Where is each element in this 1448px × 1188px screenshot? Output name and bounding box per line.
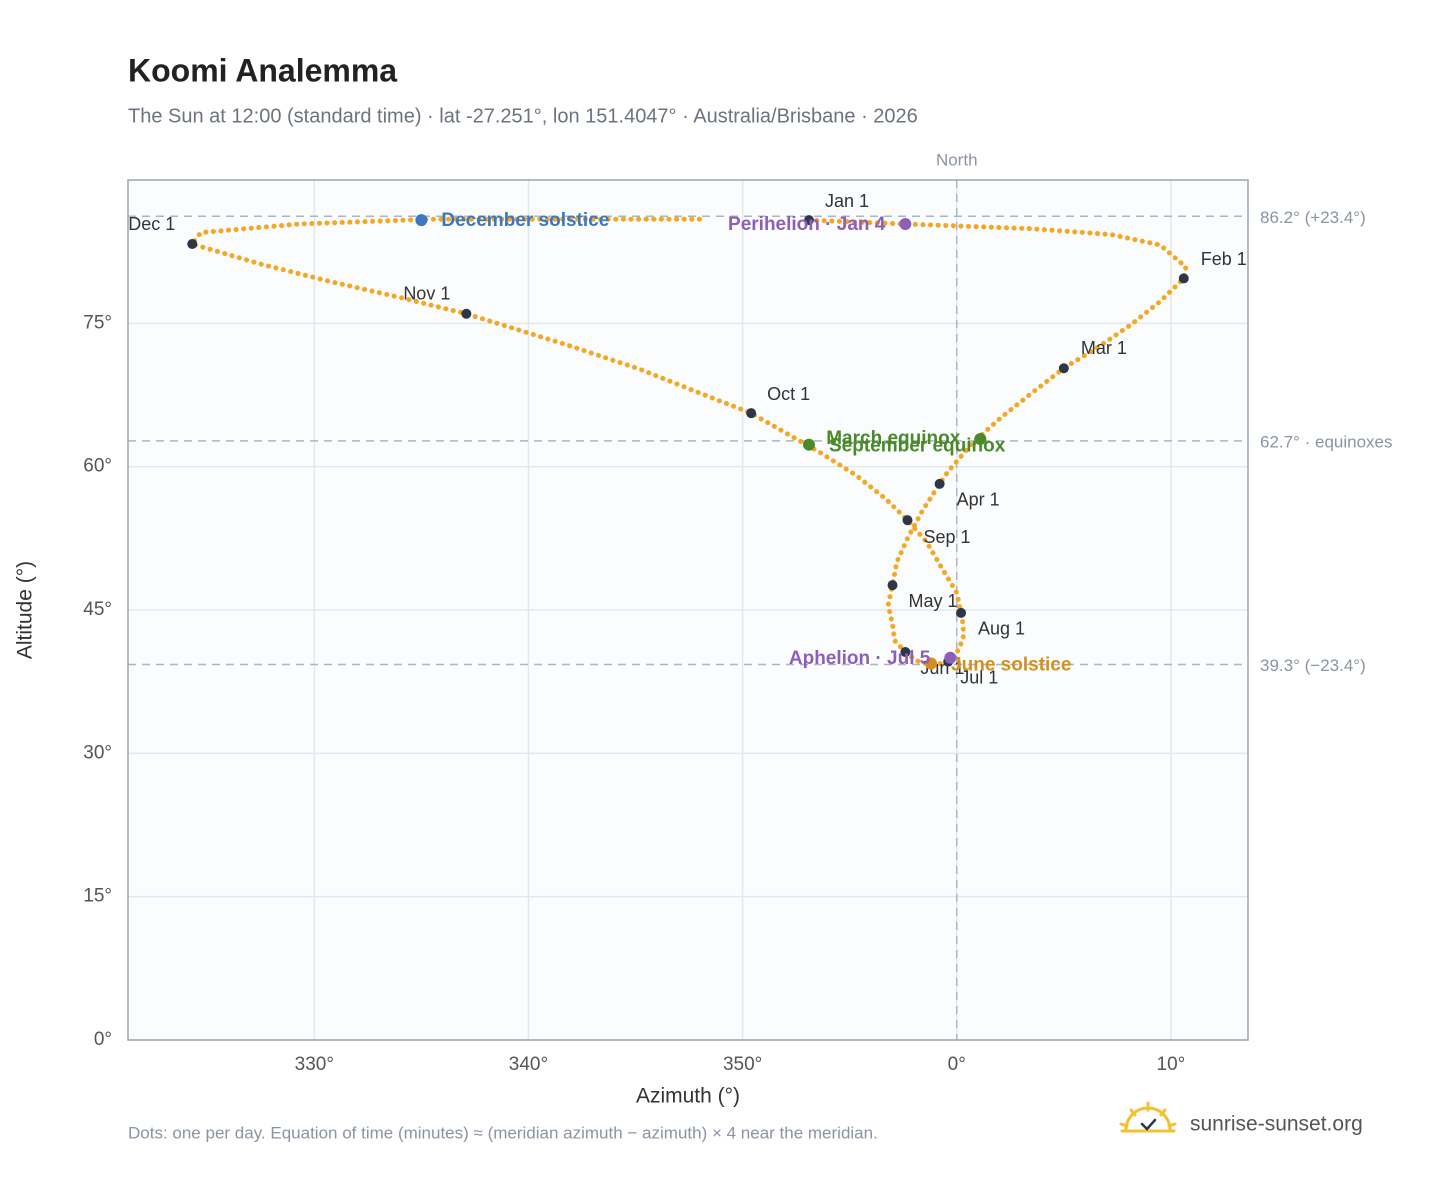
- reference-label: 62.7° · equinoxes: [1260, 432, 1393, 451]
- y-tick-label: 75°: [83, 312, 112, 333]
- y-tick-label: 0°: [94, 1029, 112, 1050]
- y-tick-label: 45°: [83, 599, 112, 620]
- month-marker: [1058, 363, 1069, 374]
- month-marker: [934, 478, 945, 489]
- reference-label: 86.2° (+23.4°): [1260, 208, 1366, 227]
- event-label: Aphelion · Jul 5: [789, 648, 931, 669]
- event-marker: [415, 214, 428, 227]
- north-label: North: [936, 150, 978, 169]
- month-marker: [956, 607, 967, 618]
- month-label: Jan 1: [825, 191, 869, 211]
- month-label: Oct 1: [767, 384, 810, 404]
- x-tick-label: 330°: [295, 1054, 334, 1075]
- y-axis-label: Altitude (°): [14, 561, 37, 659]
- month-label: Feb 1: [1201, 249, 1247, 269]
- month-label: May 1: [909, 591, 958, 611]
- event-marker: [944, 651, 957, 664]
- event-label: June solstice: [951, 655, 1071, 676]
- month-label: Sep 1: [924, 527, 971, 547]
- month-marker: [1178, 273, 1189, 284]
- analemma-path: [188, 216, 1189, 668]
- month-marker: [900, 647, 911, 658]
- month-label: Apr 1: [957, 490, 1000, 510]
- y-tick-label: 15°: [83, 886, 112, 907]
- event-marker: [925, 657, 938, 670]
- x-axis-label: Azimuth (°): [636, 1085, 740, 1108]
- reference-label: 39.3° (−23.4°): [1260, 656, 1366, 675]
- month-label: Jul 1: [960, 667, 998, 687]
- plot-border: [127, 179, 1249, 1041]
- y-tick-label: 30°: [83, 742, 112, 763]
- event-label: December solstice: [441, 210, 609, 231]
- month-marker: [461, 308, 472, 319]
- event-label: Perihelion · Jan 4: [728, 214, 886, 235]
- month-label: Nov 1: [403, 284, 450, 304]
- month-marker: [803, 215, 814, 226]
- event-marker: [974, 432, 987, 445]
- month-label: Mar 1: [1081, 338, 1127, 358]
- event-marker: [802, 438, 815, 451]
- chart-subtitle: The Sun at 12:00 (standard time) · lat -…: [128, 105, 918, 127]
- footnote: Dots: one per day. Equation of time (min…: [128, 1123, 878, 1142]
- x-tick-label: 10°: [1157, 1054, 1186, 1075]
- brand-logo: [1119, 1101, 1177, 1133]
- event-label: March equinox: [826, 428, 961, 449]
- x-tick-label: 350°: [723, 1054, 762, 1075]
- x-tick-label: 340°: [509, 1054, 548, 1075]
- month-marker: [902, 515, 913, 526]
- x-tick-label: 0°: [948, 1054, 966, 1075]
- month-marker: [887, 580, 898, 591]
- month-marker: [746, 408, 757, 419]
- event-label: September equinox: [829, 436, 1006, 457]
- month-label: Dec 1: [128, 214, 175, 234]
- event-marker: [899, 217, 912, 230]
- y-tick-label: 60°: [83, 456, 112, 477]
- brand-name: sunrise-sunset.org: [1190, 1113, 1363, 1136]
- chart-title: Koomi Analemma: [128, 52, 397, 88]
- month-label: Aug 1: [978, 619, 1025, 639]
- month-marker: [187, 239, 198, 250]
